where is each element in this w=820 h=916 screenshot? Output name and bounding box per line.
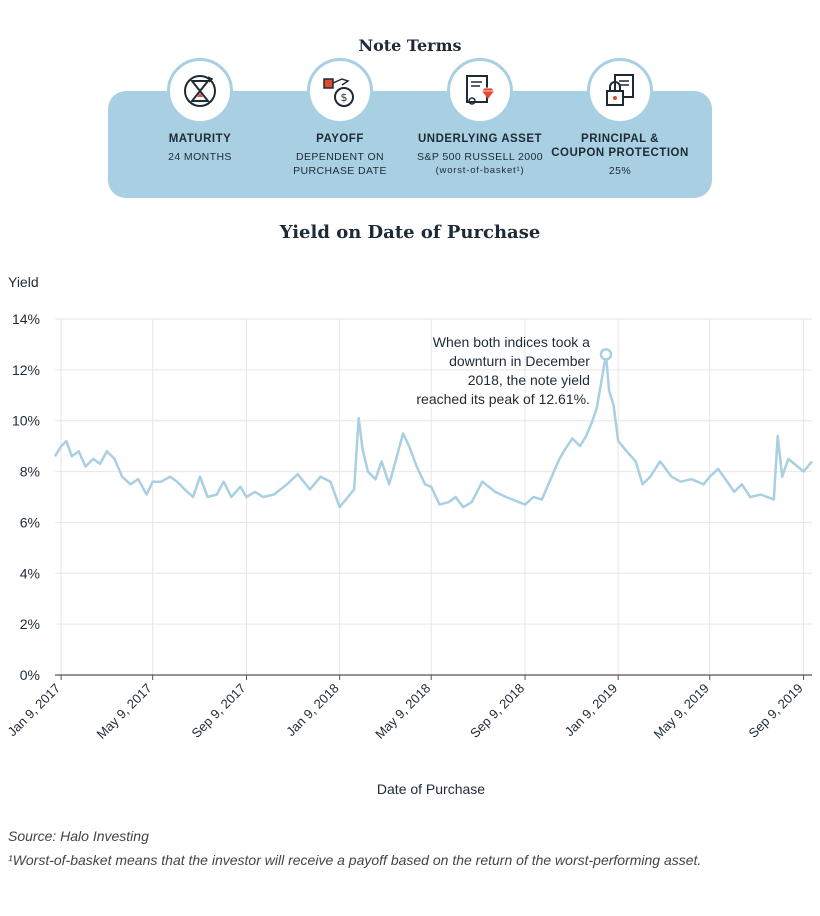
certificate-diamond-icon	[447, 58, 513, 124]
term-value-line: PURCHASE DATE	[293, 165, 387, 177]
hourglass-icon	[167, 58, 233, 124]
x-tick-label: May 9, 2017	[94, 681, 155, 742]
term-value: S&P 500 RUSSELL 2000	[417, 151, 543, 163]
term-value: 25%	[608, 165, 632, 177]
y-tick-label: 6%	[20, 514, 40, 530]
term-label: PRINCIPAL & COUPON PROTECTION	[545, 132, 695, 160]
note-terms-title: Note Terms	[358, 36, 462, 55]
term-value-line: DEPENDENT ON	[295, 151, 385, 163]
term-value: DEPENDENT ON PURCHASE DATE	[265, 150, 415, 178]
peak-marker	[599, 348, 613, 361]
annotation-text: 2018, the note yield	[468, 372, 590, 388]
svg-text:$: $	[341, 91, 348, 104]
source-note: Source: Halo Investing	[8, 828, 149, 844]
term-label: UNDERLYING ASSET	[417, 133, 543, 145]
x-tick-label: Jan 9, 2017	[5, 681, 64, 740]
y-tick-label: 8%	[20, 464, 40, 480]
annotation-text: downturn in December	[449, 353, 590, 369]
term-maturity: MATURITY 24 MONTHS	[125, 0, 275, 164]
document-lock-icon	[587, 58, 653, 124]
x-axis-label: Date of Purchase	[377, 781, 485, 797]
y-tick-label: 4%	[20, 565, 40, 581]
chart-title: Yield on Date of Purchase	[279, 222, 541, 243]
money-bag-icon: $	[307, 58, 373, 124]
x-tick-label: Sep 9, 2018	[467, 681, 527, 741]
term-note: (worst-of-basket¹)	[435, 165, 525, 176]
y-tick-label: 0%	[20, 667, 40, 683]
y-axis-label: Yield	[8, 274, 39, 290]
term-label-line: PRINCIPAL &	[581, 133, 659, 145]
y-tick-label: 12%	[12, 362, 40, 378]
y-tick-label: 2%	[20, 616, 40, 632]
term-payoff: $ PAYOFF DEPENDENT ON PURCHASE DATE	[265, 0, 415, 178]
term-label: MATURITY	[168, 133, 232, 145]
footnote: ¹Worst-of-basket means that the investor…	[8, 852, 702, 868]
x-tick-label: Sep 9, 2019	[746, 681, 806, 741]
yield-series-line	[53, 353, 813, 509]
x-tick-label: May 9, 2019	[651, 681, 712, 742]
term-label-line: COUPON PROTECTION	[551, 147, 689, 159]
y-tick-label: 14%	[12, 311, 40, 327]
annotation-text: When both indices took a	[433, 334, 590, 350]
x-tick-label: Jan 9, 2018	[283, 681, 342, 740]
term-principal-protection: PRINCIPAL & COUPON PROTECTION 25%	[545, 0, 695, 178]
term-underlying-asset: UNDERLYING ASSET S&P 500 RUSSELL 2000 (w…	[405, 0, 555, 177]
x-tick-label: May 9, 2018	[372, 681, 433, 742]
x-tick-label: Jan 9, 2019	[562, 681, 621, 740]
term-value: 24 MONTHS	[168, 151, 232, 163]
term-label: PAYOFF	[316, 133, 364, 145]
y-tick-label: 10%	[12, 413, 40, 429]
annotation-text: reached its peak of 12.61%.	[416, 391, 590, 407]
x-tick-label: Sep 9, 2017	[188, 681, 248, 741]
